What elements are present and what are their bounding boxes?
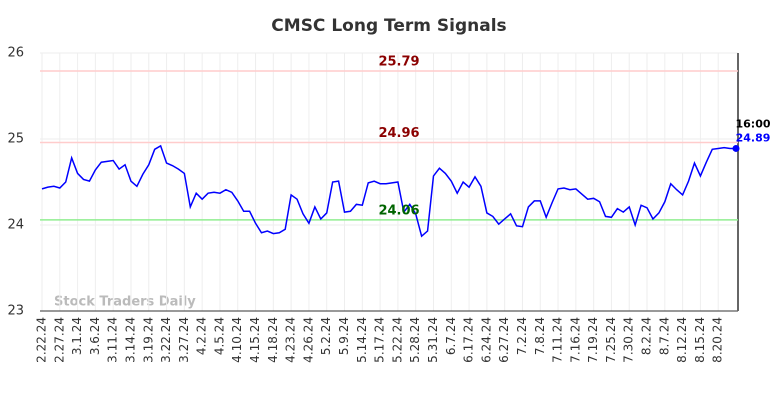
chart-title: CMSC Long Term Signals [271,16,506,36]
x-tick-label: 7.30.24 [622,317,636,363]
x-tick-label: 3.1.24 [70,317,84,355]
x-tick-label: 4.26.24 [301,317,315,363]
x-tick-label: 7.11.24 [551,317,565,363]
last-time-label: 16:00 [735,117,770,130]
x-tick-label: 4.18.24 [266,317,280,363]
y-tick-label: 24 [7,218,24,233]
x-tick-label: 8.12.24 [675,317,689,363]
x-tick-label: 6.27.24 [497,317,511,363]
x-tick-label: 3.19.24 [141,317,155,363]
x-tick-label: 2.22.24 [35,317,49,363]
x-tick-label: 5.2.24 [319,317,333,355]
x-tick-label: 3.14.24 [123,317,137,363]
signal-label: 25.79 [378,55,419,70]
x-tick-label: 3.27.24 [177,317,191,363]
x-tick-label: 4.10.24 [230,317,244,363]
x-tick-label: 3.11.24 [106,317,120,363]
y-tick-label: 26 [7,46,24,61]
x-tick-label: 7.8.24 [533,317,547,355]
x-tick-label: 7.19.24 [586,317,600,363]
x-tick-label: 8.2.24 [640,317,654,355]
x-tick-label: 4.5.24 [212,317,226,355]
x-tick-label: 7.25.24 [604,317,618,363]
x-tick-label: 6.7.24 [444,317,458,355]
x-tick-label: 5.31.24 [426,317,440,363]
watermark: Stock Traders Daily [54,295,196,310]
x-tick-label: 4.23.24 [284,317,298,363]
x-tick-label: 6.17.24 [462,317,476,363]
x-tick-label: 4.2.24 [195,317,209,355]
y-tick-label: 25 [7,132,24,147]
price-line [41,144,736,238]
x-tick-label: 5.9.24 [337,317,351,355]
last-value-label: 24.89 [736,131,771,144]
signal-label: 24.06 [378,203,419,218]
last-point [732,144,740,152]
y-tick-label: 23 [7,304,24,319]
signal-label: 24.96 [378,126,419,141]
x-tick-label: 5.14.24 [355,317,369,363]
x-tick-label: 5.22.24 [390,317,404,363]
x-tick-label: 8.15.24 [693,317,707,363]
x-tick-label: 4.15.24 [248,317,262,363]
x-tick-label: 5.17.24 [373,317,387,363]
x-tick-label: 5.28.24 [408,317,422,363]
x-tick-label: 2.27.24 [52,317,66,363]
x-tick-label: 6.24.24 [479,317,493,363]
x-tick-label: 3.6.24 [88,317,102,355]
x-tick-label: 8.20.24 [711,317,725,363]
x-tick-label: 7.16.24 [568,317,582,363]
x-tick-label: 3.22.24 [159,317,173,363]
x-tick-label: 7.2.24 [515,317,529,355]
x-tick-label: 8.7.24 [657,317,671,355]
grid [40,52,738,312]
